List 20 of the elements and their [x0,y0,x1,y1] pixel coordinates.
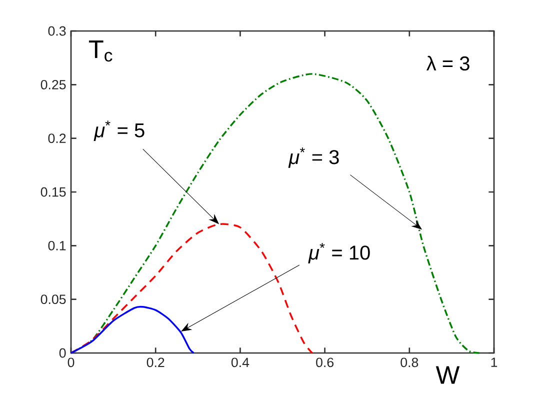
annotation: μ$^{*}$ = 5 [94,120,144,142]
annotation: λ = 3 [426,56,470,71]
y-tick-label: 0.2 [48,134,66,144]
annotation: μ$^{*}$ = 3 [288,147,339,168]
x-tick-label: 0 [68,358,74,368]
x-axis-title: W [436,366,460,384]
x-tick-label: 1 [491,358,498,367]
y-axis-title: T$_{c}$ [88,40,112,62]
x-tick-label: 0.4 [231,358,250,368]
y-tick-label: 0.1 [48,240,66,250]
y-tick-label: 0 [59,348,66,358]
y-tick-label: 0.25 [40,80,66,90]
x-tick-label: 0.2 [146,358,164,368]
line-series [70,306,195,354]
x-tick-label: 0.8 [400,358,418,368]
y-tick-label: 0.05 [40,294,66,304]
x-tick-label: 0.6 [316,358,334,368]
y-tick-label: 0.15 [40,187,66,197]
y-tick-label: 0.3 [48,26,66,36]
annotation: μ$^{*}$ = 10 [308,242,370,264]
